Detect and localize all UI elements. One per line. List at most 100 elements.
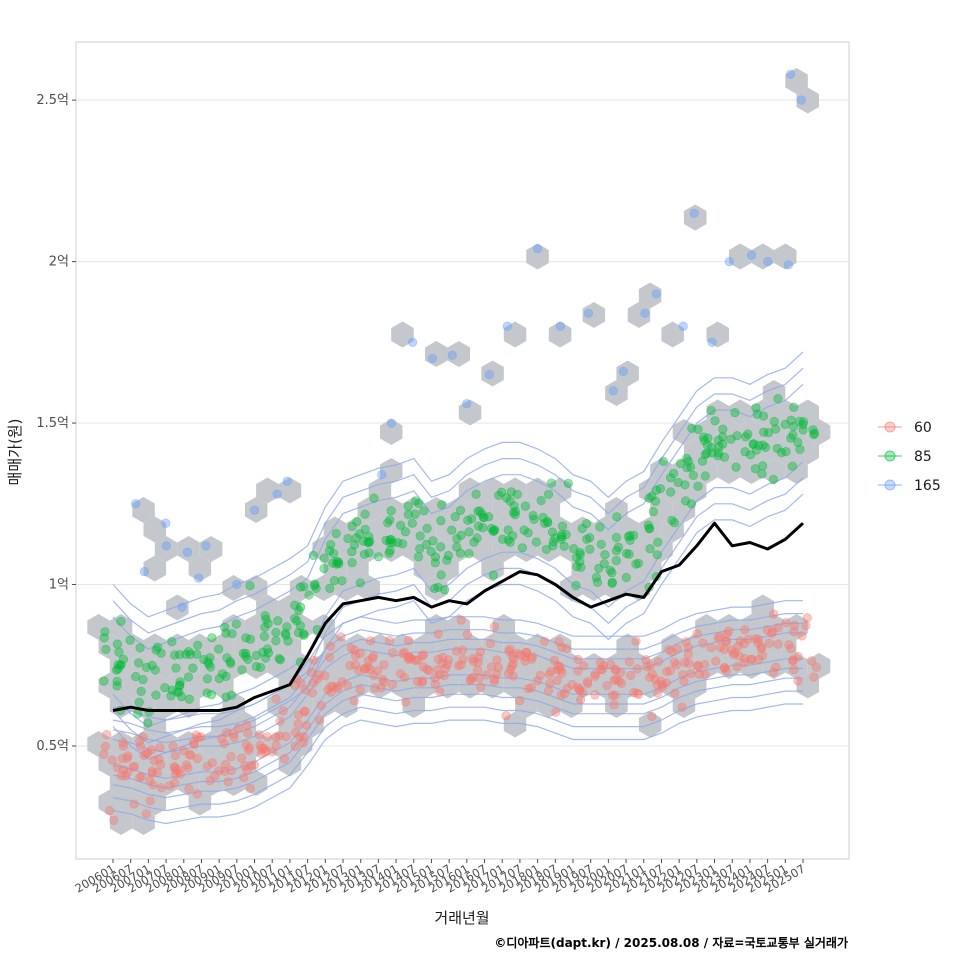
point-85	[557, 521, 568, 531]
point-85	[220, 622, 230, 632]
point-85	[546, 478, 557, 488]
point-60	[271, 740, 281, 751]
point-60	[451, 646, 462, 656]
point-85	[347, 521, 357, 532]
point-60	[539, 636, 550, 647]
point-85	[751, 403, 761, 413]
hex-bin	[717, 419, 741, 445]
hex-bin	[425, 341, 448, 367]
point-60	[387, 679, 398, 690]
point-85	[271, 636, 281, 646]
point-85	[455, 548, 466, 558]
point-85	[400, 527, 411, 537]
point-60	[262, 732, 272, 742]
point-60	[271, 694, 281, 704]
point-85	[652, 550, 662, 560]
hex-bin	[177, 536, 200, 562]
point-85	[682, 453, 692, 464]
density-contour	[112, 677, 803, 799]
point-60	[395, 669, 406, 679]
point-60	[457, 645, 468, 655]
point-85	[556, 534, 567, 544]
hex-bin	[98, 672, 121, 699]
point-60	[148, 780, 158, 790]
point-85	[170, 650, 180, 660]
point-60	[388, 648, 398, 658]
point-60	[773, 639, 783, 649]
point-85	[99, 676, 109, 686]
hex-bin	[661, 516, 684, 543]
point-60	[733, 641, 743, 651]
point-85	[631, 559, 641, 569]
point-60	[714, 631, 724, 642]
point-85	[644, 493, 654, 503]
point-85	[486, 523, 497, 534]
point-60	[632, 688, 642, 698]
point-60	[279, 754, 290, 764]
density-contour	[112, 383, 804, 650]
point-60	[244, 743, 255, 753]
point-60	[535, 670, 545, 681]
point-60	[545, 678, 555, 689]
point-85	[680, 496, 691, 506]
point-85	[436, 542, 446, 552]
point-60	[299, 731, 309, 742]
hex-bin	[762, 419, 786, 445]
y-axis-title: 매매가(원)	[6, 419, 24, 486]
hex-bin	[650, 458, 673, 484]
point-60	[243, 745, 254, 756]
point-85	[258, 647, 268, 657]
hex-bin	[751, 243, 774, 270]
point-60	[156, 783, 166, 793]
point-165	[618, 366, 628, 377]
hex-bin	[717, 458, 741, 484]
point-165	[408, 337, 418, 347]
hex-bin	[132, 653, 155, 679]
point-85	[359, 549, 370, 559]
hex-bin	[121, 672, 144, 699]
point-60	[156, 759, 166, 770]
point-85	[440, 585, 450, 595]
hex-bin	[481, 477, 504, 504]
point-165	[785, 69, 796, 79]
hex-bin	[143, 672, 167, 699]
point-85	[612, 512, 622, 522]
point-60	[582, 677, 593, 687]
point-60	[350, 660, 361, 670]
point-165	[386, 418, 397, 428]
point-60	[219, 738, 229, 749]
hex-bin	[571, 516, 594, 543]
hex-bin	[515, 497, 538, 523]
hex-bin	[177, 653, 200, 679]
point-85	[113, 663, 123, 674]
point-60	[107, 755, 117, 765]
point-85	[260, 622, 270, 632]
point-85	[576, 562, 586, 573]
hex-bin	[571, 672, 594, 699]
point-85	[759, 427, 769, 437]
point-85	[488, 526, 498, 537]
point-85	[337, 576, 347, 586]
hex-bin	[256, 594, 279, 621]
point-85	[436, 516, 446, 526]
point-60	[797, 631, 807, 641]
point-60	[290, 741, 300, 751]
point-60	[677, 702, 687, 712]
point-165	[272, 489, 282, 499]
point-85	[260, 611, 270, 621]
point-85	[536, 495, 546, 506]
point-60	[700, 669, 710, 680]
hex-bin	[177, 770, 200, 796]
point-60	[433, 654, 444, 664]
point-60	[249, 760, 259, 770]
point-85	[360, 509, 370, 519]
point-60	[165, 781, 175, 791]
hex-bin	[188, 555, 212, 582]
point-60	[118, 741, 129, 751]
hex-bin	[638, 282, 662, 309]
point-60	[170, 750, 180, 761]
point-60	[453, 661, 464, 671]
point-85	[299, 630, 309, 640]
point-85	[655, 484, 666, 494]
point-85	[227, 690, 237, 700]
